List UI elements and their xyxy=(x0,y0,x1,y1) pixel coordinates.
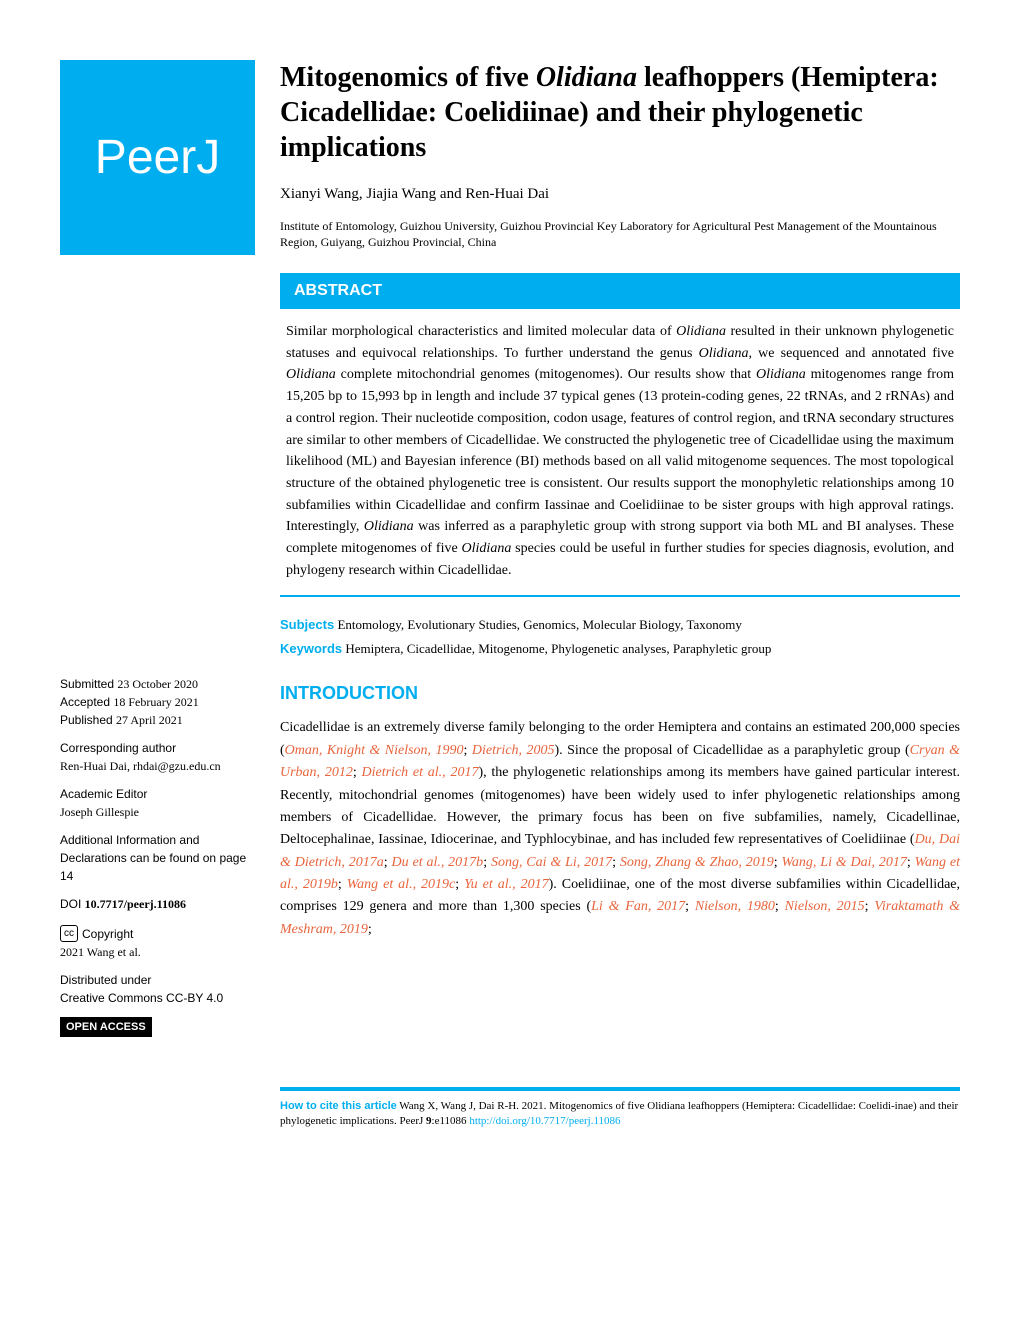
reference-link[interactable]: Du et al., 2017b xyxy=(392,855,484,870)
accepted-date: 18 February 2021 xyxy=(113,695,198,709)
doi-label: DOI xyxy=(60,897,85,911)
sidebar: PeerJ Submitted 23 October 2020 Accepted… xyxy=(60,60,255,1047)
accepted-label: Accepted xyxy=(60,695,113,709)
cite-label: How to cite this article xyxy=(280,1100,397,1112)
corresponding-label: Corresponding author xyxy=(60,741,176,755)
open-access-badge: OPEN ACCESS xyxy=(60,1017,152,1038)
doi-link[interactable]: http://doi.org/10.7717/peerj.11086 xyxy=(469,1115,620,1127)
keywords-label: Keywords xyxy=(280,641,342,656)
article-title: Mitogenomics of five Olidiana leafhopper… xyxy=(280,60,960,165)
corresponding-author: Ren-Huai Dai, rhdai@gzu.edu.cn xyxy=(60,759,221,773)
reference-link[interactable]: Wang, Li & Dai, 2017 xyxy=(782,855,907,870)
main-content: Mitogenomics of five Olidiana leafhopper… xyxy=(280,60,960,1047)
copyright-holder: 2021 Wang et al. xyxy=(60,945,141,959)
published-label: Published xyxy=(60,713,116,727)
abstract-body: Similar morphological characteristics an… xyxy=(280,309,960,597)
reference-link[interactable]: Yu et al., 2017 xyxy=(464,877,548,892)
editor-label: Academic Editor xyxy=(60,787,147,801)
additional-info: Additional Information and Declarations … xyxy=(60,833,246,883)
article-meta: Submitted 23 October 2020 Accepted 18 Fe… xyxy=(60,675,255,1037)
author-list: Xianyi Wang, Jiajia Wang and Ren-Huai Da… xyxy=(280,183,960,206)
doi-value[interactable]: 10.7717/peerj.11086 xyxy=(85,897,186,911)
license[interactable]: Creative Commons CC-BY 4.0 xyxy=(60,991,223,1005)
reference-link[interactable]: Dietrich, 2005 xyxy=(472,743,555,758)
subjects-line: Subjects Entomology, Evolutionary Studie… xyxy=(280,615,960,635)
cc-icon: cc xyxy=(60,925,78,942)
academic-editor: Joseph Gillespie xyxy=(60,805,139,819)
reference-link[interactable]: Nielson, 2015 xyxy=(785,899,865,914)
reference-link[interactable]: Wang et al., 2019c xyxy=(347,877,456,892)
reference-link[interactable]: Oman, Knight & Nielson, 1990 xyxy=(285,743,464,758)
copyright-label: Copyright xyxy=(82,925,133,943)
submitted-label: Submitted xyxy=(60,677,117,691)
reference-link[interactable]: Nielson, 1980 xyxy=(695,899,775,914)
keywords-line: Keywords Hemiptera, Cicadellidae, Mitoge… xyxy=(280,639,960,659)
subjects-text: Entomology, Evolutionary Studies, Genomi… xyxy=(334,617,742,632)
affiliation: Institute of Entomology, Guizhou Univers… xyxy=(280,218,960,252)
introduction-header: INTRODUCTION xyxy=(280,680,960,707)
logo-text: PeerJ xyxy=(95,122,220,194)
reference-link[interactable]: Song, Cai & Li, 2017 xyxy=(491,855,612,870)
journal-logo: PeerJ xyxy=(60,60,255,255)
published-date: 27 April 2021 xyxy=(116,713,183,727)
citation-footer: How to cite this article Wang X, Wang J,… xyxy=(280,1087,960,1130)
subjects-label: Subjects xyxy=(280,617,334,632)
introduction-body: Cicadellidae is an extremely diverse fam… xyxy=(280,717,960,941)
submitted-date: 23 October 2020 xyxy=(117,677,198,691)
reference-link[interactable]: Dietrich et al., 2017 xyxy=(362,765,479,780)
distributed-label: Distributed under xyxy=(60,973,151,987)
abstract-header: ABSTRACT xyxy=(280,273,960,309)
reference-link[interactable]: Song, Zhang & Zhao, 2019 xyxy=(620,855,774,870)
keywords-text: Hemiptera, Cicadellidae, Mitogenome, Phy… xyxy=(342,641,771,656)
reference-link[interactable]: Li & Fan, 2017 xyxy=(591,899,685,914)
